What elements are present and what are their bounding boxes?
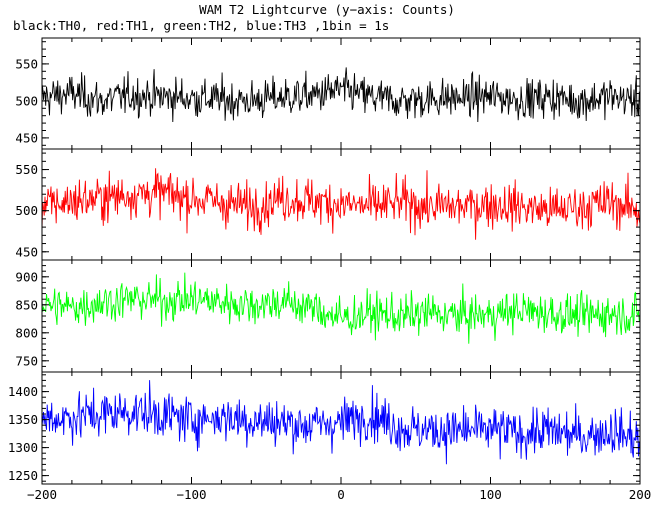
series-line-th3 bbox=[41, 380, 641, 465]
y-tick-label: 850 bbox=[15, 297, 38, 312]
y-tick-label: 500 bbox=[15, 93, 38, 108]
y-tick-label: 450 bbox=[15, 244, 38, 259]
y-tick-label: 1250 bbox=[8, 468, 38, 483]
y-tick-label: 550 bbox=[15, 162, 38, 177]
y-tick-label: 550 bbox=[15, 56, 38, 71]
chart-title: WAM T2 Lightcurve (y−axis: Counts) bbox=[199, 2, 455, 17]
panel-th1: 450 500 550 bbox=[15, 148, 641, 261]
series-line-th0 bbox=[41, 67, 641, 123]
x-tick-label: 100 bbox=[479, 487, 502, 502]
x-tick-label: −200 bbox=[27, 487, 57, 502]
chart-subtitle: black:TH0, red:TH1, green:TH2, blue:TH3 … bbox=[13, 18, 390, 33]
x-tick-label: 0 bbox=[337, 487, 345, 502]
y-tick-label: 1400 bbox=[8, 384, 38, 399]
series-line-th1 bbox=[41, 168, 641, 240]
y-tick-label: 800 bbox=[15, 325, 38, 340]
x-axis: −200 −100 0 100 200 bbox=[27, 487, 651, 502]
panel-frame bbox=[41, 37, 641, 150]
x-tick-label: −100 bbox=[176, 487, 206, 502]
y-tick-label: 450 bbox=[15, 130, 38, 145]
panel-th2: 750 800 850 900 bbox=[15, 259, 641, 373]
y-tick-label: 750 bbox=[15, 353, 38, 368]
panel-th0: 450 500 550 bbox=[15, 37, 641, 150]
y-tick-label: 500 bbox=[15, 203, 38, 218]
y-tick-label: 1350 bbox=[8, 412, 38, 427]
y-tick-label: 900 bbox=[15, 269, 38, 284]
panels-group: 450 500 550 450 500 550 750 800 850 900 1250 1300 13… bbox=[8, 37, 641, 485]
series-line-th2 bbox=[41, 272, 641, 344]
panel-th3: 1250 1300 1350 1400 bbox=[8, 371, 641, 485]
x-tick-label: 200 bbox=[629, 487, 652, 502]
y-tick-label: 1300 bbox=[8, 440, 38, 455]
